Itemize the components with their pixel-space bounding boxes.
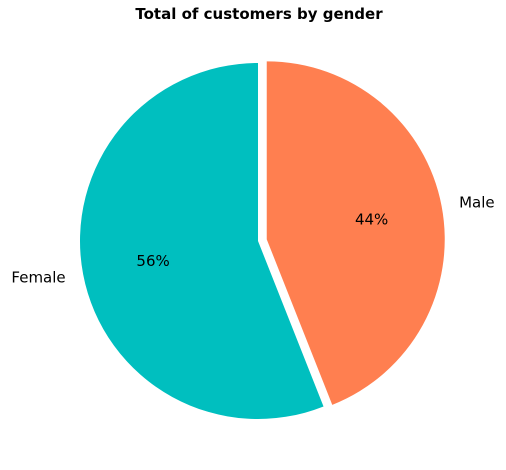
slices-layer (80, 61, 445, 419)
chart-title: Total of customers by gender (135, 5, 383, 23)
labels-layer: 44% Male 56% Female (11, 194, 494, 287)
pie-pct-label-male: 44% (355, 210, 388, 228)
pie-category-label-female: Female (11, 269, 65, 287)
pie-slice-female (80, 63, 324, 419)
pie-category-label-male: Male (459, 194, 495, 212)
pie-slice-male (266, 61, 445, 405)
pie-pct-label-female: 56% (136, 252, 169, 270)
